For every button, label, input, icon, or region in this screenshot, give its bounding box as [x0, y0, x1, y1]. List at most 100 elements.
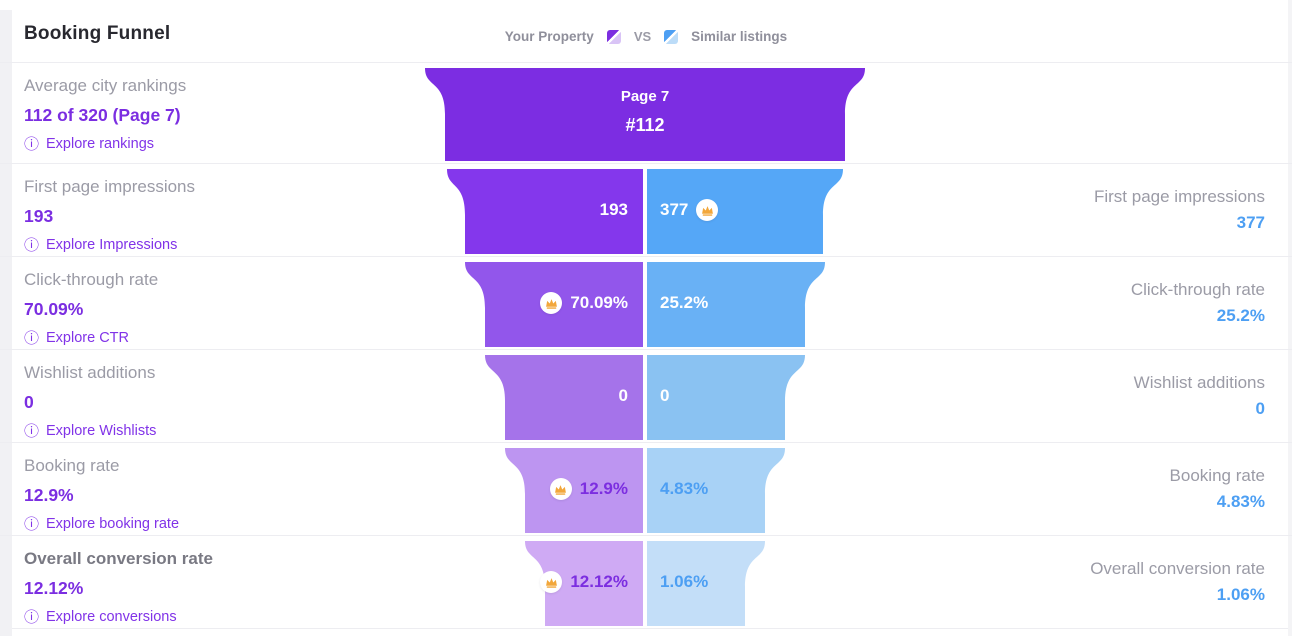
funnel-column: 70.09% 25.2%: [420, 257, 870, 349]
info-icon: ⓘ: [24, 328, 40, 347]
metric-value-your-property: 193: [24, 206, 54, 226]
metric-value-your-property: 12.9%: [24, 485, 74, 505]
explore-link[interactable]: ⓘ Explore booking rate: [24, 516, 179, 532]
funnel-row: Booking rate 12.9% ⓘ Explore booking rat…: [0, 442, 1292, 535]
metric-value-similar-listings: 0: [1255, 399, 1265, 418]
metric-title-similar: First page impressions: [1093, 187, 1265, 206]
metric-left-panel: Overall conversion rate 12.12% ⓘ Explore…: [0, 536, 420, 628]
metric-title: Wishlist additions: [24, 363, 156, 382]
funnel-segment-similar-listings[interactable]: [647, 169, 843, 254]
funnel-segment-similar-listings[interactable]: [647, 448, 785, 533]
funnel-value-your-property: 0: [619, 386, 628, 406]
page-right-gutter: [1288, 0, 1292, 636]
metric-left-panel: Average city rankings 112 of 320 (Page 7…: [0, 63, 420, 163]
metric-left-panel: Booking rate 12.9% ⓘ Explore booking rat…: [0, 443, 420, 535]
funnel-column: 12.12% 1.06%: [420, 536, 870, 628]
funnel-row: Overall conversion rate 12.12% ⓘ Explore…: [0, 535, 1292, 628]
funnel-value-your-property: 193: [600, 200, 628, 220]
funnel-segment-your-property[interactable]: [485, 355, 643, 440]
page-title: Booking Funnel: [24, 23, 171, 44]
similar-listings-value-label: 25.2%: [660, 293, 709, 312]
funnel-segment[interactable]: [420, 355, 870, 440]
legend-similar-listings-label: Similar listings: [691, 29, 788, 44]
explore-link[interactable]: ⓘ Explore CTR: [24, 330, 129, 346]
explore-link[interactable]: ⓘ Explore rankings: [24, 136, 154, 152]
funnel-column: Page 7 #112: [420, 63, 870, 163]
info-icon: ⓘ: [24, 421, 40, 440]
explore-link[interactable]: ⓘ Explore Impressions: [24, 237, 177, 253]
legend-similar-listings-swatch-icon: [664, 29, 679, 44]
funnel-rows: Average city rankings 112 of 320 (Page 7…: [0, 62, 1292, 629]
header: Booking Funnel Your Property VS Similar …: [0, 0, 1292, 62]
page-left-gutter: [0, 10, 12, 636]
metric-value-your-property: 112 of 320 (Page 7): [24, 105, 181, 125]
funnel-row: Click-through rate 70.09% ⓘ Explore CTR …: [0, 256, 1292, 349]
winner-crown-icon: [549, 478, 572, 500]
metric-title-similar: Overall conversion rate: [1090, 559, 1265, 578]
metric-value-your-property: 0: [24, 392, 34, 412]
metric-value-your-property: 70.09%: [24, 299, 84, 319]
explore-link-label: Explore conversions: [46, 609, 177, 625]
similar-listings-value-label: 4.83%: [660, 479, 709, 498]
funnel-segment-your-property[interactable]: [505, 448, 643, 533]
funnel-segment-similar-listings[interactable]: [647, 541, 765, 626]
funnel-segment-similar-listings[interactable]: [647, 262, 825, 347]
funnel-center-label: Page 7 #112: [420, 88, 870, 136]
funnel-value-your-property: 70.09%: [540, 292, 628, 314]
metric-right-panel: Booking rate 4.83%: [870, 443, 1292, 535]
explore-link-label: Explore booking rate: [46, 516, 180, 532]
metric-right-panel: Overall conversion rate 1.06%: [870, 536, 1292, 628]
metric-right-panel: Wishlist additions 0: [870, 350, 1292, 442]
funnel-value-similar-listings: 1.06%: [660, 572, 708, 592]
metric-title-similar: Click-through rate: [1130, 280, 1265, 299]
funnel-row: Wishlist additions 0 ⓘ Explore Wishlists…: [0, 349, 1292, 442]
metric-left-panel: Click-through rate 70.09% ⓘ Explore CTR: [0, 257, 420, 349]
metric-left-panel: Wishlist additions 0 ⓘ Explore Wishlists: [0, 350, 420, 442]
funnel-row: Average city rankings 112 of 320 (Page 7…: [0, 62, 1292, 163]
funnel-value-similar-listings: 377: [660, 199, 719, 221]
explore-link[interactable]: ⓘ Explore Wishlists: [24, 423, 156, 439]
legend-your-property-swatch-icon: [606, 29, 621, 44]
similar-listings-value-label: 0: [660, 386, 670, 405]
your-property-value-label: 70.09%: [570, 293, 628, 312]
explore-link[interactable]: ⓘ Explore conversions: [24, 609, 177, 625]
info-icon: ⓘ: [24, 235, 40, 254]
funnel-column: 193 377: [420, 164, 870, 256]
funnel-row: First page impressions 193 ⓘ Explore Imp…: [0, 163, 1292, 256]
info-icon: ⓘ: [24, 607, 40, 626]
metric-title: Average city rankings: [24, 76, 187, 95]
funnel-segment[interactable]: [420, 169, 870, 254]
metric-value-similar-listings: 1.06%: [1216, 585, 1265, 604]
similar-listings-value-label: 377: [660, 200, 689, 219]
legend-your-property-label: Your Property: [504, 29, 594, 44]
funnel-segment[interactable]: [420, 68, 870, 161]
funnel-value-your-property: 12.12%: [540, 571, 628, 593]
funnel-segment-your-property[interactable]: [525, 541, 643, 626]
explore-link-label: Explore Impressions: [46, 237, 178, 253]
funnel-value-similar-listings: 0: [660, 386, 669, 406]
funnel-value-similar-listings: 4.83%: [660, 479, 708, 499]
metric-right-panel: First page impressions 377: [870, 164, 1292, 256]
metric-value-your-property: 12.12%: [24, 578, 84, 598]
funnel-column: 12.9% 4.83%: [420, 443, 870, 535]
metric-title-similar: Booking rate: [1169, 466, 1265, 485]
info-icon: ⓘ: [24, 134, 40, 153]
funnel-segment-your-property[interactable]: [425, 68, 865, 161]
explore-link-label: Explore CTR: [46, 330, 130, 346]
funnel-segment[interactable]: [420, 262, 870, 347]
metric-right-panel: [870, 63, 1292, 163]
your-property-value-label: 0: [618, 386, 628, 405]
funnel-segment-similar-listings[interactable]: [647, 355, 805, 440]
your-property-value-label: 193: [599, 200, 628, 219]
metric-left-panel: First page impressions 193 ⓘ Explore Imp…: [0, 164, 420, 256]
legend-vs-label: VS: [633, 29, 652, 44]
funnel-segment[interactable]: [420, 541, 870, 626]
metric-value-similar-listings: 25.2%: [1216, 306, 1265, 325]
funnel-segment[interactable]: [420, 448, 870, 533]
your-property-value-label: 12.12%: [570, 572, 628, 591]
metric-value-similar-listings: 377: [1236, 213, 1265, 232]
explore-link-label: Explore rankings: [46, 136, 155, 152]
funnel-segment-your-property[interactable]: [447, 169, 643, 254]
metric-title: Booking rate: [24, 456, 120, 475]
funnel-value-your-property: 12.9%: [549, 478, 628, 500]
